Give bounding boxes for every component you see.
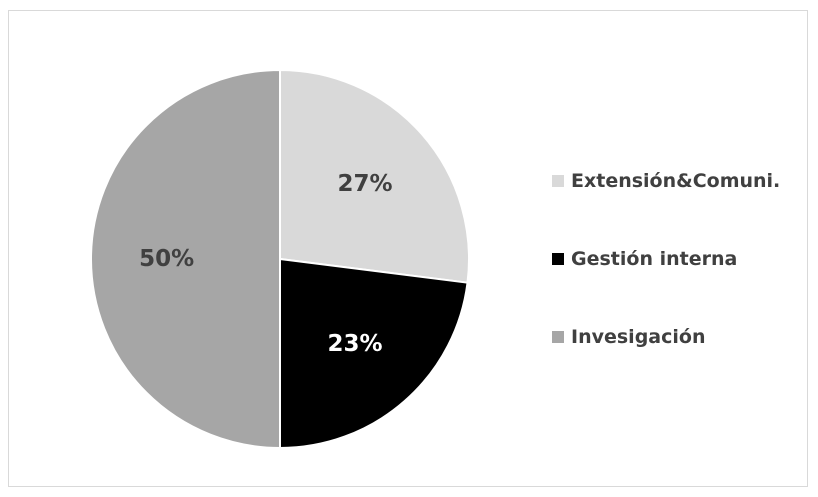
legend-label: Invesigación [571,326,705,348]
legend-swatch [552,253,564,265]
legend-swatch [552,331,564,343]
legend: Extensión&Comuni. Gestión interna Invesiga… [552,170,780,348]
legend-swatch [552,175,564,187]
legend-item-invesigacion: Invesigación [552,326,705,348]
pie-slice-invesigacion [90,68,281,450]
pie-slice-extension-comuni [279,68,470,284]
legend-item-gestion-interna: Gestión interna [552,248,737,270]
slice-label-invesigacion: 50% [139,246,194,272]
slice-label-gestion-interna: 23% [327,331,382,357]
legend-label: Gestión interna [571,248,737,270]
legend-label: Extensión&Comuni. [571,170,780,192]
pie-slice-labels: 27% 23% 50% [139,171,393,357]
legend-item-extension-comuni: Extensión&Comuni. [552,170,780,192]
slice-label-extension-comuni: 27% [338,171,393,197]
pie-slice-gestion-interna [279,257,469,450]
pie-slices [90,68,470,450]
